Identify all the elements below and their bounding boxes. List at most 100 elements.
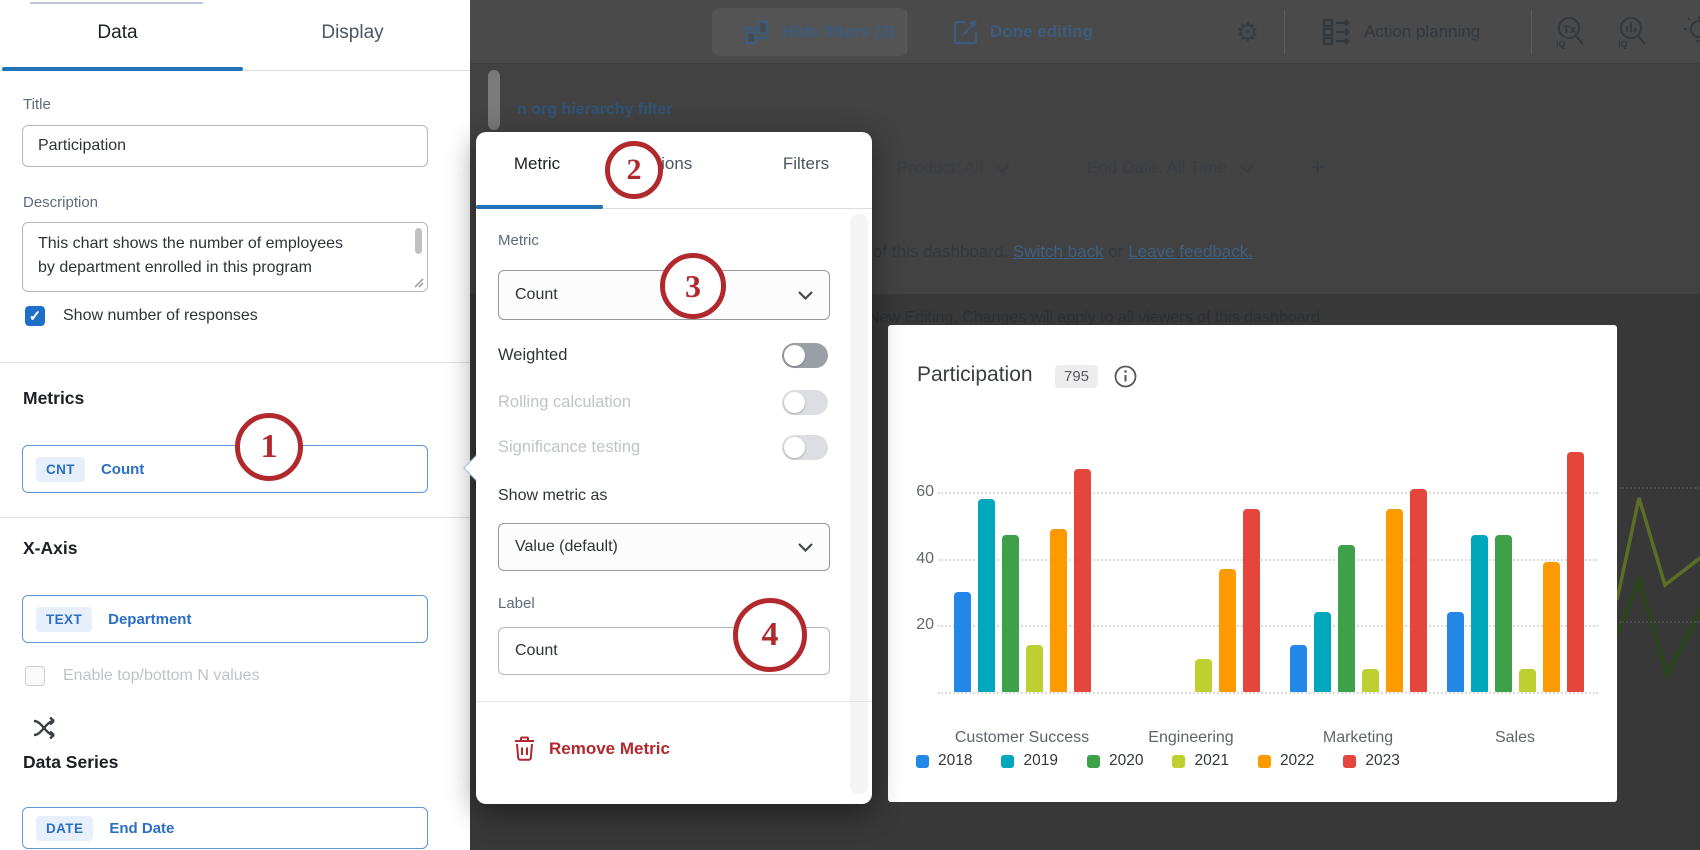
title-input[interactable] — [22, 125, 428, 167]
background-gridline — [1619, 621, 1699, 623]
topbottom-row[interactable]: Enable top/bottom N values — [25, 666, 260, 686]
bar-2023-engineering — [1242, 509, 1260, 692]
info-icon[interactable] — [1114, 365, 1137, 393]
bar-2020-customer-success — [1001, 535, 1019, 692]
bar-2019-customer-success — [977, 499, 995, 692]
dataseries-chip-enddate[interactable]: DATE End Date — [22, 807, 428, 849]
legend-item-2021: 2021 — [1172, 752, 1229, 770]
divider — [0, 517, 470, 518]
bar-2023-marketing — [1409, 489, 1427, 692]
legend-swatch — [1257, 754, 1271, 768]
hide-filters-label: Hide filters (3) — [782, 22, 896, 41]
chevron-down-icon — [798, 542, 813, 552]
bar-group-engineering — [1123, 509, 1260, 692]
tab-filters[interactable]: Filters — [782, 154, 830, 173]
title-label: Title — [23, 96, 51, 113]
chevron-down-icon — [995, 163, 1010, 173]
y-gridline — [938, 558, 1598, 561]
widget-config-panel: Data Display Title Description This char… — [0, 0, 470, 850]
tab-metric[interactable]: Metric — [513, 154, 561, 173]
description-textarea[interactable]: This chart shows the number of employees… — [22, 222, 428, 292]
popup-scrollbar-gutter[interactable] — [850, 214, 868, 794]
metric-chip-count[interactable]: CNT Count — [22, 445, 428, 493]
legend-item-2022: 2022 — [1257, 752, 1314, 770]
add-filter-button[interactable]: + — [1310, 152, 1326, 182]
bar-group-sales — [1446, 452, 1584, 692]
page-scrollbar[interactable] — [488, 70, 500, 130]
chevron-down-icon — [1238, 163, 1254, 173]
weighted-toggle[interactable] — [782, 343, 828, 368]
rolling-label: Rolling calculation — [498, 393, 631, 411]
bar-2022-customer-success — [1049, 529, 1067, 692]
annotation-circle-1: 1 — [235, 413, 303, 481]
product-filter-dropdown[interactable]: Product: All — [897, 158, 1010, 178]
switch-back-link[interactable]: Switch back — [1012, 242, 1104, 261]
show-responses-row[interactable]: ✓ Show number of responses — [25, 306, 258, 326]
remove-metric-label: Remove Metric — [549, 738, 670, 758]
divider — [476, 701, 872, 702]
bar-2023-sales — [1566, 452, 1584, 692]
chart-legend: 2018 2019 2020 2021 2022 2023 — [916, 752, 1400, 770]
legend-label: 2023 — [1365, 752, 1400, 769]
show-responses-checkbox[interactable]: ✓ — [25, 306, 45, 326]
widget-title: Participation — [917, 363, 1033, 386]
participation-widget-card: Participation 795 2018 2019 2020 2021 2022 20… — [888, 325, 1617, 802]
y-axis-tick-label: 40 — [916, 549, 934, 567]
done-editing-button[interactable]: Done editing — [952, 0, 1093, 64]
category-label: Engineering — [1148, 729, 1234, 746]
legend-item-2018: 2018 — [916, 752, 972, 770]
legend-swatch — [1001, 754, 1015, 768]
background-gridline — [1619, 487, 1699, 489]
settings-gear-icon[interactable]: ⚙ — [1236, 16, 1260, 47]
bar-2022-engineering — [1218, 569, 1236, 692]
org-hierarchy-filter-link[interactable]: n org hierarchy filter — [517, 101, 673, 118]
bar-2022-sales — [1542, 562, 1560, 692]
dashboard-toolbar — [470, 0, 1700, 64]
end-date-filter-dropdown[interactable]: End Date: All Time — [1087, 158, 1254, 178]
legend-swatch — [1172, 754, 1186, 768]
textarea-scrollbar[interactable] — [415, 228, 422, 254]
xaxis-chip-department[interactable]: TEXT Department — [22, 595, 428, 643]
legend-label: 2018 — [938, 752, 973, 769]
legend-item-2020: 2020 — [1086, 752, 1143, 770]
action-planning-icon — [1322, 18, 1350, 46]
text-iq-icon[interactable]: Tx iQ — [1552, 0, 1588, 64]
metric-popup: Metric Options Filters Metric Count Weig… — [463, 132, 872, 804]
response-count-badge: 795 — [1055, 365, 1099, 388]
leave-feedback-link[interactable]: Leave feedback. — [1128, 242, 1253, 261]
lightbulb-icon[interactable] — [1682, 0, 1700, 64]
active-tab-underline — [476, 205, 603, 209]
significance-toggle[interactable] — [782, 435, 828, 460]
toolbar-divider — [1284, 10, 1285, 54]
legend-swatch — [1343, 754, 1357, 768]
stats-iq-icon[interactable]: iQ — [1614, 0, 1650, 64]
bar-2018-marketing — [1289, 645, 1307, 692]
metrics-heading: Metrics — [23, 388, 85, 408]
legend-label: 2021 — [1194, 752, 1229, 769]
bar-2022-marketing — [1385, 509, 1403, 692]
panel-top-line — [30, 2, 203, 4]
rolling-toggle[interactable] — [782, 390, 828, 415]
tab-display[interactable]: Display — [321, 22, 384, 43]
topbottom-checkbox[interactable] — [25, 666, 45, 686]
action-planning-button[interactable]: Action planning — [1322, 0, 1480, 64]
category-label: Sales — [1494, 729, 1536, 746]
bar-group-customer-success — [953, 469, 1091, 692]
swap-axes-icon[interactable] — [33, 716, 59, 740]
hide-filters-button[interactable]: Hide filters (3) — [742, 0, 895, 64]
chevron-down-icon — [798, 290, 813, 300]
category-label: Customer Success — [954, 729, 1090, 746]
topbottom-label: Enable top/bottom N values — [63, 667, 260, 684]
remove-metric-button[interactable]: Remove Metric — [514, 736, 670, 761]
legend-item-2023: 2023 — [1343, 752, 1400, 770]
action-planning-label: Action planning — [1364, 22, 1481, 41]
show-metric-as-select[interactable]: Value (default) — [498, 523, 830, 571]
xaxis-heading: X-Axis — [23, 538, 78, 558]
bar-group-marketing — [1289, 489, 1427, 692]
version-banner: of this dashboard. Switch back or Leave … — [873, 242, 1253, 261]
metric-type-badge: CNT — [36, 456, 85, 482]
bar-2019-sales — [1470, 535, 1488, 692]
resize-handle-icon[interactable] — [413, 277, 424, 288]
done-editing-label: Done editing — [990, 22, 1093, 41]
tab-data[interactable]: Data — [97, 22, 138, 43]
